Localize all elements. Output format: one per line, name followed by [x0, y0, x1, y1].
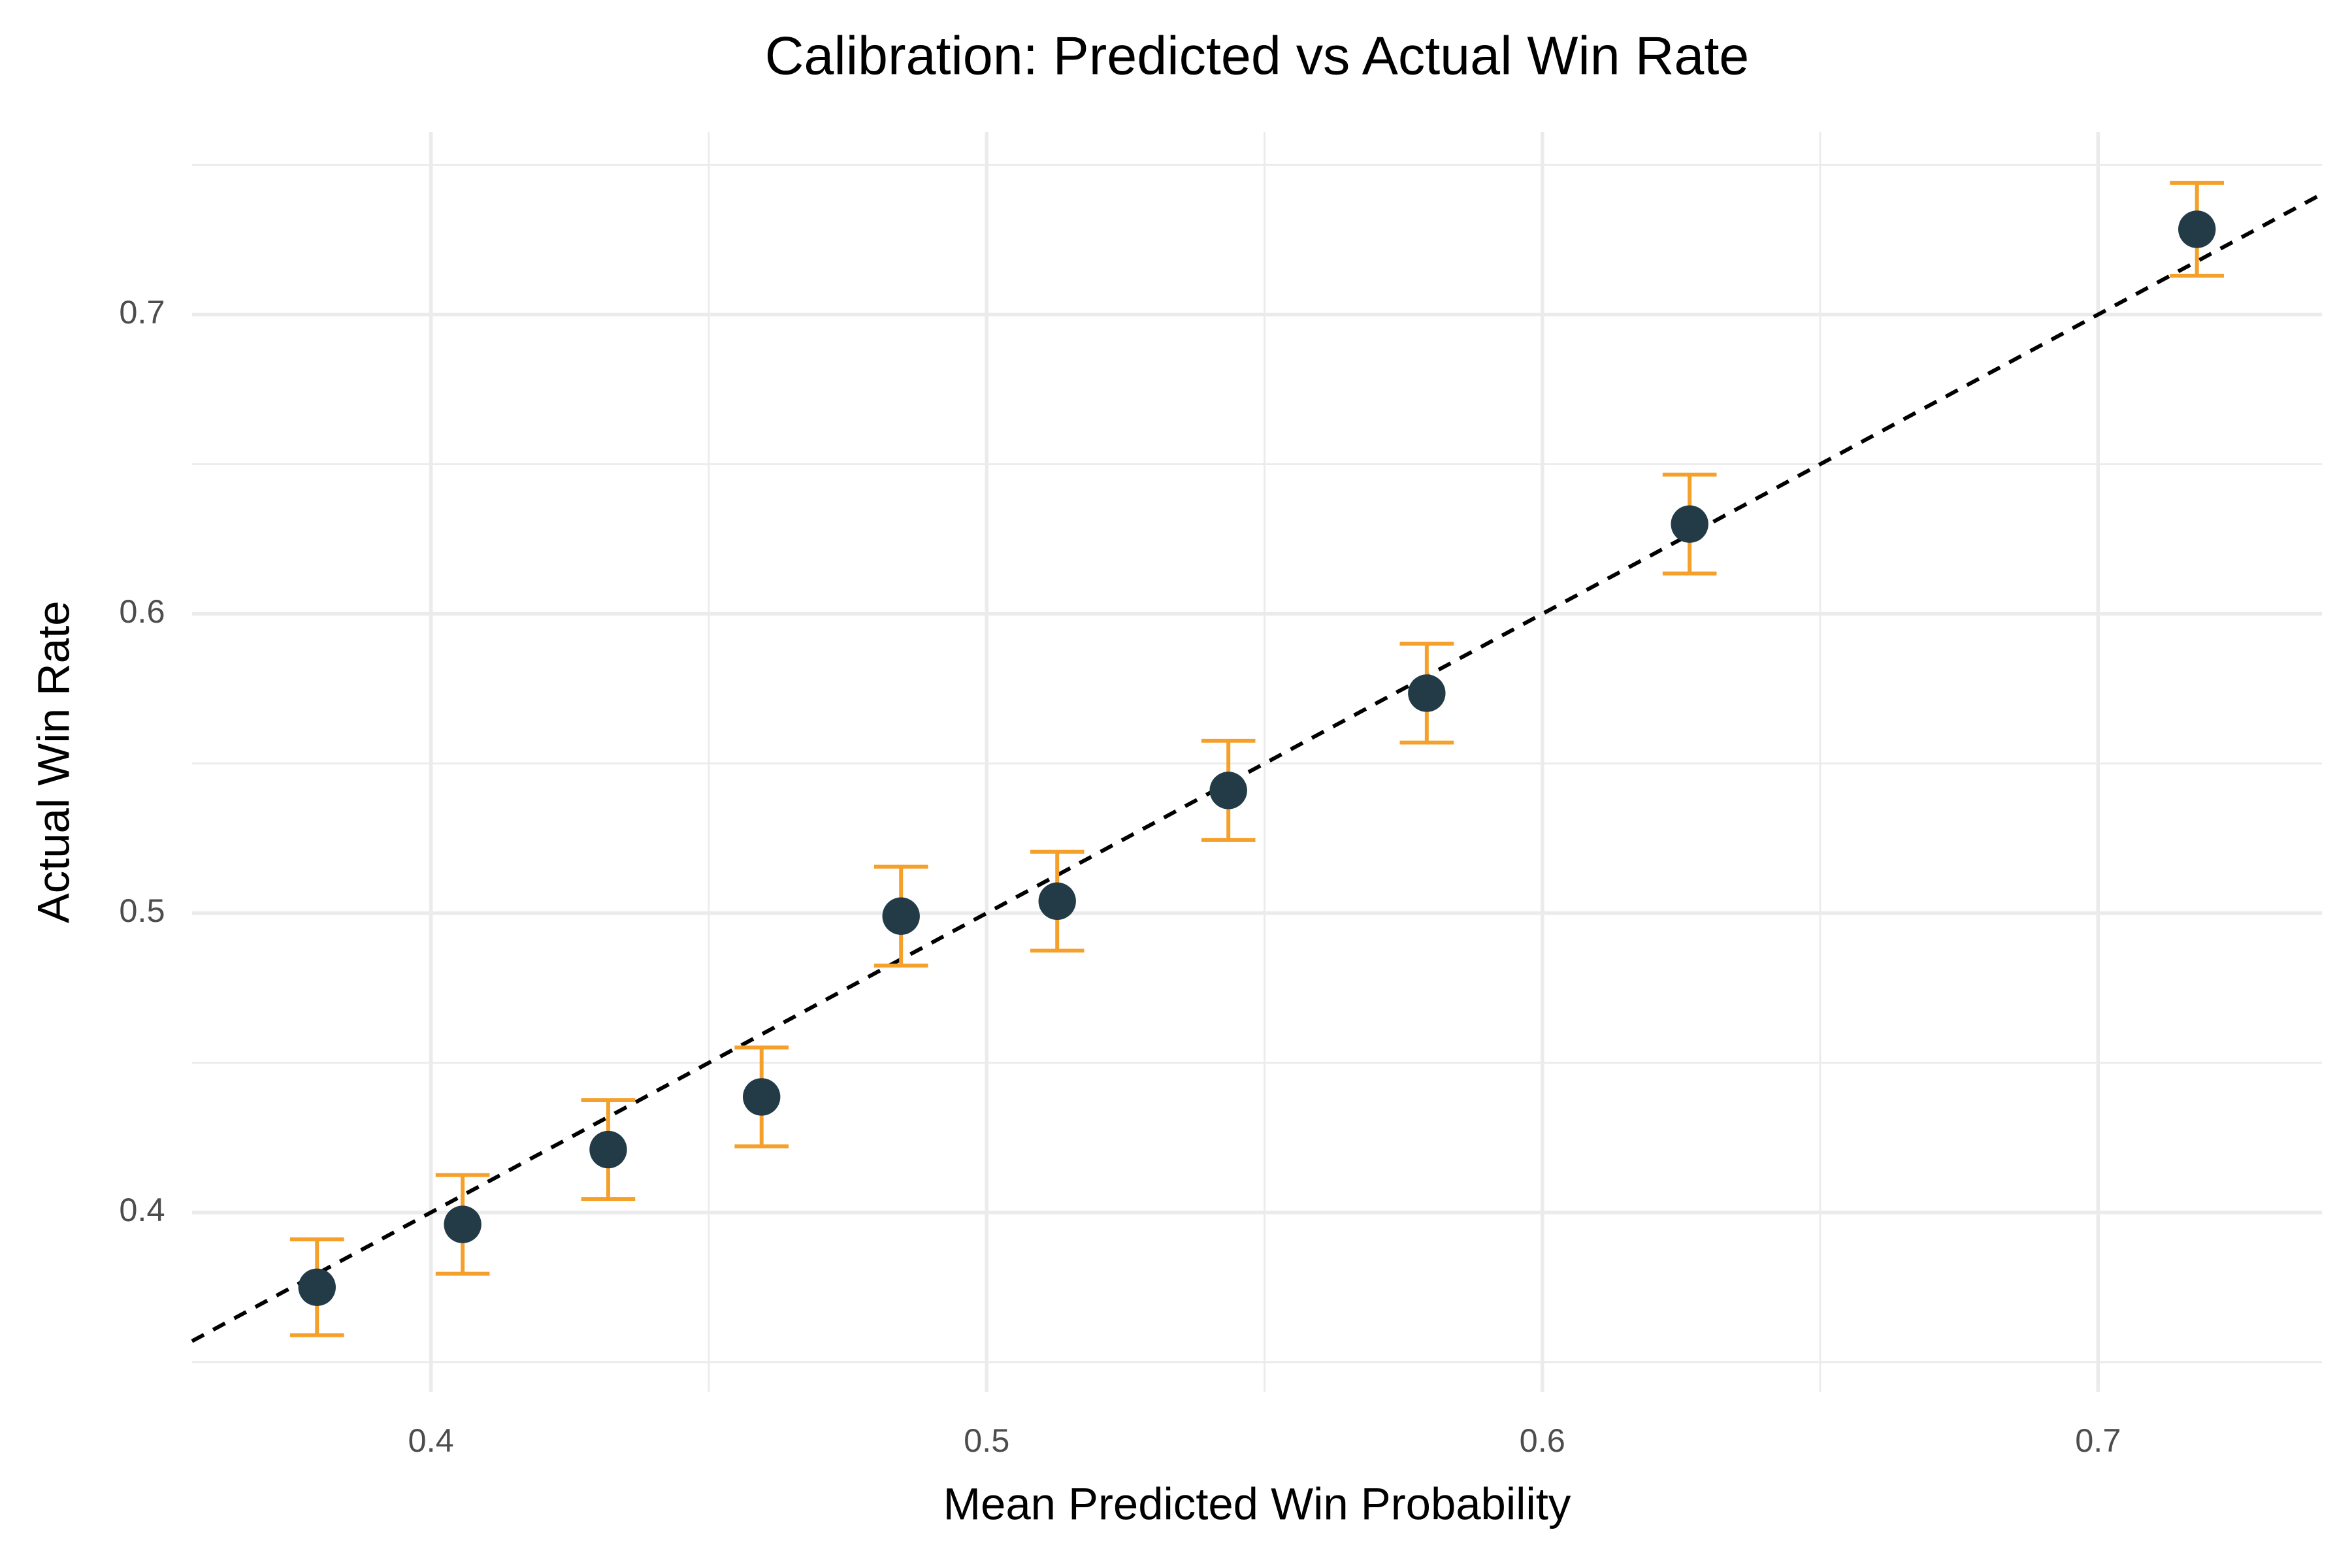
- point: [298, 1268, 336, 1306]
- y-axis-title: Actual Win Rate: [28, 600, 78, 923]
- y-tick-label: 0.4: [119, 1191, 165, 1228]
- point: [589, 1130, 627, 1169]
- y-tick-label: 0.6: [119, 593, 165, 630]
- chart-title: Calibration: Predicted vs Actual Win Rat…: [765, 25, 1750, 86]
- x-tick-label: 0.5: [964, 1422, 1009, 1459]
- point: [1038, 882, 1076, 921]
- point: [1408, 674, 1446, 712]
- reference-line: [191, 192, 2323, 1343]
- y-tick-label: 0.7: [119, 293, 165, 331]
- point: [882, 897, 920, 935]
- point: [1671, 505, 1708, 543]
- x-tick-label: 0.7: [2075, 1422, 2121, 1459]
- x-axis-title: Mean Predicted Win Probability: [943, 1479, 1571, 1529]
- point: [444, 1205, 482, 1243]
- point: [2178, 210, 2216, 248]
- point: [1209, 772, 1247, 809]
- point: [743, 1078, 781, 1116]
- x-tick-label: 0.4: [408, 1422, 454, 1459]
- x-tick-label: 0.6: [1520, 1422, 1565, 1459]
- y-tick-label: 0.5: [119, 892, 165, 929]
